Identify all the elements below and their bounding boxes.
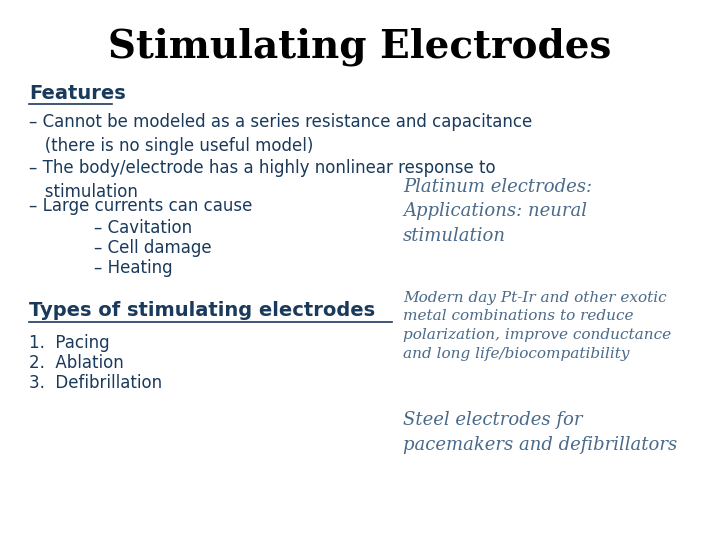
Text: – The body/electrode has a highly nonlinear response to
   stimulation: – The body/electrode has a highly nonlin… (29, 159, 495, 201)
Text: Steel electrodes for
pacemakers and defibrillators: Steel electrodes for pacemakers and defi… (403, 411, 678, 454)
Text: Modern day Pt-Ir and other exotic
metal combinations to reduce
polarization, imp: Modern day Pt-Ir and other exotic metal … (403, 291, 671, 361)
Text: Features: Features (29, 84, 125, 103)
Text: – Cavitation: – Cavitation (94, 219, 192, 237)
Text: – Large currents can cause: – Large currents can cause (29, 197, 252, 215)
Text: – Cannot be modeled as a series resistance and capacitance
   (there is no singl: – Cannot be modeled as a series resistan… (29, 113, 532, 155)
Text: 2.  Ablation: 2. Ablation (29, 354, 124, 372)
Text: Types of stimulating electrodes: Types of stimulating electrodes (29, 301, 375, 320)
Text: Platinum electrodes:
Applications: neural
stimulation: Platinum electrodes: Applications: neura… (403, 178, 593, 245)
Text: Stimulating Electrodes: Stimulating Electrodes (108, 27, 612, 65)
Text: 1.  Pacing: 1. Pacing (29, 334, 109, 352)
Text: – Heating: – Heating (94, 259, 172, 276)
Text: 3.  Defibrillation: 3. Defibrillation (29, 374, 162, 391)
Text: – Cell damage: – Cell damage (94, 239, 211, 256)
